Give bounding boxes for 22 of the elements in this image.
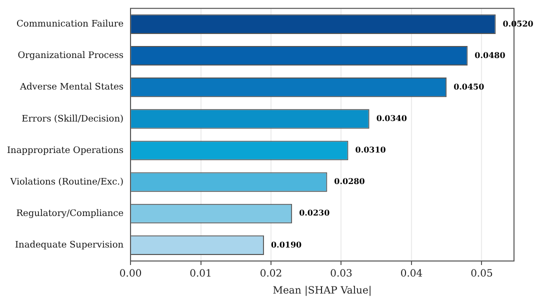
x-tick-label: 0.01 (190, 268, 212, 280)
y-tick-label: Adverse Mental States (18, 82, 124, 93)
x-axis-title: Mean |SHAP Value| (272, 286, 372, 297)
data-label: 0.0230 (299, 208, 330, 218)
data-label: 0.0480 (474, 50, 506, 60)
x-tick-label: 0.04 (400, 268, 423, 280)
y-tick-label: Organizational Process (18, 51, 124, 62)
y-tick-label: Violations (Routine/Exc.) (9, 177, 124, 188)
data-label: 0.0190 (270, 239, 302, 250)
data-label: 0.0450 (454, 81, 485, 92)
x-tick-label: 0.02 (260, 268, 282, 280)
data-label: 0.0340 (376, 112, 408, 123)
y-tick-label: Inadequate Supervision (14, 240, 124, 251)
y-tick-label: Inappropriate Operations (6, 146, 124, 156)
x-tick-label: 0.03 (330, 268, 352, 280)
y-tick-label: Errors (Skill/Decision) (22, 114, 124, 124)
data-label: 0.0280 (334, 176, 366, 186)
x-tick-label: 0.00 (119, 268, 142, 280)
y-tick-label: Communication Failure (16, 20, 124, 30)
y-tick-label: Regulatory/Compliance (16, 208, 124, 219)
x-tick-label: 0.05 (470, 268, 493, 280)
data-label: 0.0310 (355, 144, 386, 155)
